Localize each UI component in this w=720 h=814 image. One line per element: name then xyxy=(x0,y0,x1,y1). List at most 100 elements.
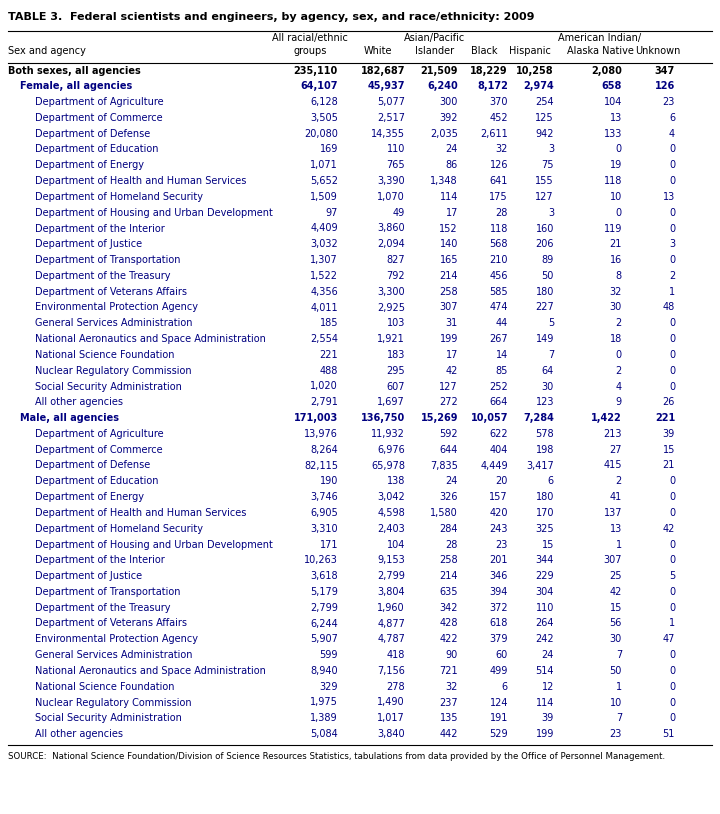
Text: 127: 127 xyxy=(439,382,458,392)
Text: 5,077: 5,077 xyxy=(377,97,405,107)
Text: 89: 89 xyxy=(541,255,554,265)
Text: 0: 0 xyxy=(616,208,622,217)
Text: 3,746: 3,746 xyxy=(310,492,338,502)
Text: 1,422: 1,422 xyxy=(591,413,622,423)
Text: 13: 13 xyxy=(610,523,622,534)
Text: 514: 514 xyxy=(536,666,554,676)
Text: 3,300: 3,300 xyxy=(377,287,405,296)
Text: 124: 124 xyxy=(490,698,508,707)
Text: All racial/ethnic: All racial/ethnic xyxy=(272,33,348,43)
Text: 415: 415 xyxy=(603,461,622,470)
Text: TABLE 3.  Federal scientists and engineers, by agency, sex, and race/ethnicity: : TABLE 3. Federal scientists and engineer… xyxy=(8,12,534,22)
Text: 585: 585 xyxy=(490,287,508,296)
Text: 15,269: 15,269 xyxy=(420,413,458,423)
Text: 214: 214 xyxy=(439,271,458,281)
Text: 118: 118 xyxy=(603,176,622,186)
Text: 2,791: 2,791 xyxy=(310,397,338,407)
Text: Alaska Native: Alaska Native xyxy=(567,46,634,56)
Text: 170: 170 xyxy=(536,508,554,518)
Text: 199: 199 xyxy=(440,334,458,344)
Text: 23: 23 xyxy=(662,97,675,107)
Text: 3,417: 3,417 xyxy=(526,461,554,470)
Text: 4,356: 4,356 xyxy=(310,287,338,296)
Text: Department of Homeland Security: Department of Homeland Security xyxy=(35,523,203,534)
Text: Department of Education: Department of Education xyxy=(35,145,158,155)
Text: 3,042: 3,042 xyxy=(377,492,405,502)
Text: 7,284: 7,284 xyxy=(523,413,554,423)
Text: 618: 618 xyxy=(490,619,508,628)
Text: 140: 140 xyxy=(440,239,458,249)
Text: 42: 42 xyxy=(662,523,675,534)
Text: 3,032: 3,032 xyxy=(310,239,338,249)
Text: 622: 622 xyxy=(490,429,508,439)
Text: 2,554: 2,554 xyxy=(310,334,338,344)
Text: 42: 42 xyxy=(446,365,458,376)
Text: Department of Justice: Department of Justice xyxy=(35,571,142,581)
Text: 14: 14 xyxy=(496,350,508,360)
Text: 49: 49 xyxy=(392,208,405,217)
Text: 183: 183 xyxy=(387,350,405,360)
Text: National Science Foundation: National Science Foundation xyxy=(35,350,174,360)
Text: 21: 21 xyxy=(610,239,622,249)
Text: 1,960: 1,960 xyxy=(377,602,405,613)
Text: 190: 190 xyxy=(320,476,338,486)
Text: 295: 295 xyxy=(387,365,405,376)
Text: 0: 0 xyxy=(669,145,675,155)
Text: 15: 15 xyxy=(610,602,622,613)
Text: 97: 97 xyxy=(325,208,338,217)
Text: 50: 50 xyxy=(541,271,554,281)
Text: groups: groups xyxy=(293,46,327,56)
Text: 13,976: 13,976 xyxy=(304,429,338,439)
Text: 635: 635 xyxy=(439,587,458,597)
Text: 488: 488 xyxy=(320,365,338,376)
Text: 20: 20 xyxy=(495,476,508,486)
Text: 2,080: 2,080 xyxy=(591,65,622,76)
Text: 267: 267 xyxy=(490,334,508,344)
Text: 7: 7 xyxy=(616,713,622,724)
Text: 64,107: 64,107 xyxy=(300,81,338,91)
Text: 2,517: 2,517 xyxy=(377,113,405,123)
Text: Department of Justice: Department of Justice xyxy=(35,239,142,249)
Text: 1: 1 xyxy=(669,619,675,628)
Text: 214: 214 xyxy=(439,571,458,581)
Text: 0: 0 xyxy=(669,650,675,660)
Text: 39: 39 xyxy=(662,429,675,439)
Text: 10,263: 10,263 xyxy=(304,555,338,565)
Text: 155: 155 xyxy=(536,176,554,186)
Text: 191: 191 xyxy=(490,713,508,724)
Text: 221: 221 xyxy=(654,413,675,423)
Text: 152: 152 xyxy=(439,224,458,234)
Text: 300: 300 xyxy=(440,97,458,107)
Text: 24: 24 xyxy=(446,476,458,486)
Text: 307: 307 xyxy=(603,555,622,565)
Text: 0: 0 xyxy=(669,508,675,518)
Text: 0: 0 xyxy=(669,540,675,549)
Text: 65,978: 65,978 xyxy=(371,461,405,470)
Text: 51: 51 xyxy=(662,729,675,739)
Text: 2: 2 xyxy=(669,271,675,281)
Text: 792: 792 xyxy=(387,271,405,281)
Text: 254: 254 xyxy=(536,97,554,107)
Text: 45,937: 45,937 xyxy=(367,81,405,91)
Text: 7: 7 xyxy=(616,650,622,660)
Text: 2: 2 xyxy=(616,476,622,486)
Text: 39: 39 xyxy=(541,713,554,724)
Text: 160: 160 xyxy=(536,224,554,234)
Text: 394: 394 xyxy=(490,587,508,597)
Text: 942: 942 xyxy=(536,129,554,138)
Text: 0: 0 xyxy=(669,255,675,265)
Text: 18: 18 xyxy=(610,334,622,344)
Text: 1,348: 1,348 xyxy=(431,176,458,186)
Text: 304: 304 xyxy=(536,587,554,597)
Text: 3,840: 3,840 xyxy=(377,729,405,739)
Text: 599: 599 xyxy=(320,650,338,660)
Text: All other agencies: All other agencies xyxy=(35,729,123,739)
Text: 90: 90 xyxy=(446,650,458,660)
Text: 404: 404 xyxy=(490,444,508,455)
Text: 2,094: 2,094 xyxy=(377,239,405,249)
Text: Department of Energy: Department of Energy xyxy=(35,492,144,502)
Text: 110: 110 xyxy=(387,145,405,155)
Text: 258: 258 xyxy=(439,287,458,296)
Text: 4,409: 4,409 xyxy=(310,224,338,234)
Text: 32: 32 xyxy=(610,287,622,296)
